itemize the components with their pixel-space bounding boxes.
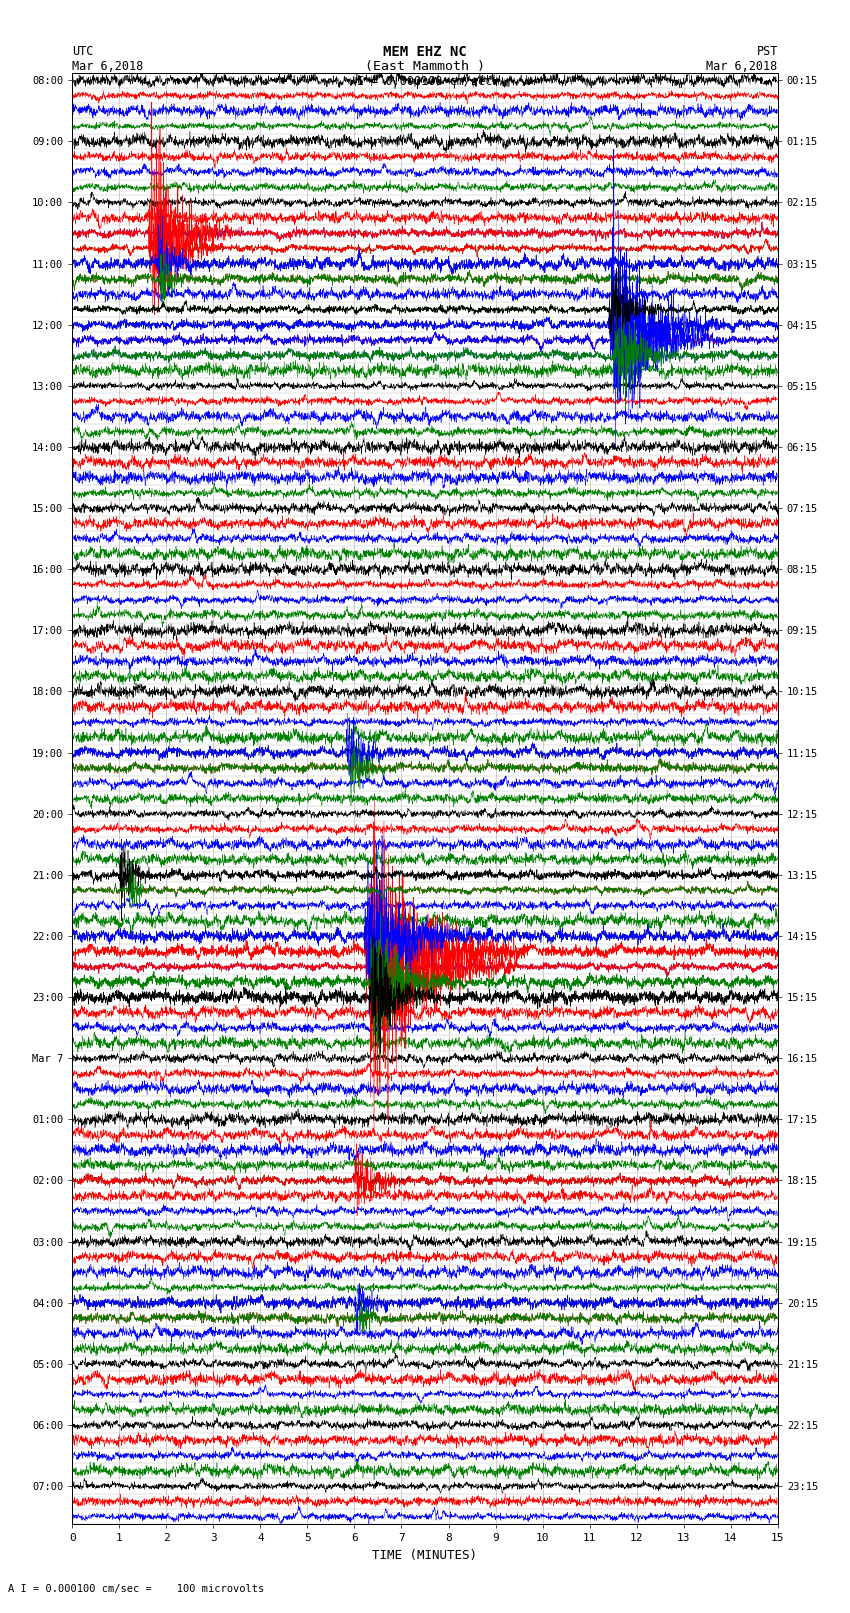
Text: A I = 0.000100 cm/sec =    100 microvolts: A I = 0.000100 cm/sec = 100 microvolts xyxy=(8,1584,264,1594)
Text: MEM EHZ NC: MEM EHZ NC xyxy=(383,45,467,60)
Text: I = 0.000100 cm/sec: I = 0.000100 cm/sec xyxy=(357,74,493,87)
Text: (East Mammoth ): (East Mammoth ) xyxy=(365,60,485,73)
Text: PST: PST xyxy=(756,45,778,58)
Text: Mar 6,2018: Mar 6,2018 xyxy=(706,60,778,73)
Text: UTC: UTC xyxy=(72,45,94,58)
X-axis label: TIME (MINUTES): TIME (MINUTES) xyxy=(372,1548,478,1561)
Text: Mar 6,2018: Mar 6,2018 xyxy=(72,60,144,73)
